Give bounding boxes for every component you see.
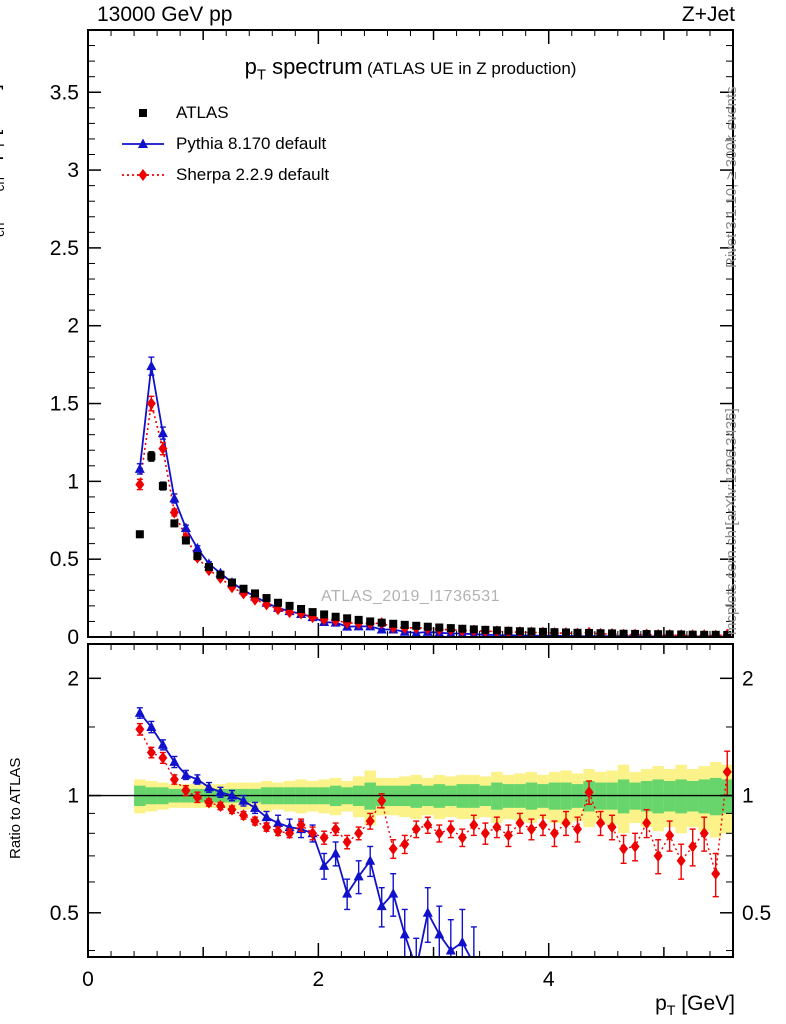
legend-item-atlas: ATLAS [120, 103, 329, 123]
title-symbol-sub: T [256, 66, 266, 84]
plot-title-note: (ATLAS UE in Z production) [367, 59, 577, 78]
main-y-axis-label: 1/Nch dNch/dpT [GeV] [0, 84, 12, 268]
svg-text:3.5: 3.5 [50, 81, 79, 104]
svg-text:0.5: 0.5 [50, 548, 79, 571]
analysis-id-watermark: ATLAS_2019_I1736531 [320, 588, 501, 605]
ylabel-part: T [0, 141, 7, 149]
ylabel-part: dN [0, 191, 4, 217]
pythia-ratio-line [139, 712, 472, 957]
ylabel-part: 1/N [0, 236, 4, 268]
svg-text:2: 2 [67, 315, 79, 338]
ylabel-part: /dp [0, 149, 4, 178]
sherpa-ratio-line [139, 728, 728, 874]
ylabel-part: ch [0, 177, 7, 192]
sherpa-line [139, 403, 728, 637]
ratio-series [134, 707, 732, 957]
svg-text:1: 1 [742, 785, 754, 808]
legend-label-pythia: Pythia 8.170 default [176, 134, 327, 153]
mcplots-arxiv-label: mcplots.cern.ch [arXiv:1306.3436] [723, 408, 740, 635]
beam-energy-label: 13000 GeV pp [97, 3, 233, 26]
pythia-marker-icon [120, 136, 166, 152]
svg-text:4: 4 [543, 968, 555, 991]
title-symbol: p [244, 54, 257, 79]
svg-text:0.5: 0.5 [50, 902, 79, 925]
title-text: spectrum [265, 54, 363, 79]
pythia-marker-icon [122, 138, 164, 148]
main-series [134, 356, 732, 637]
axis-ticks [87, 29, 734, 957]
svg-text:2: 2 [742, 667, 754, 690]
ylabel-part: [GeV] [0, 84, 4, 136]
xlabel-symbol: p [655, 992, 667, 1015]
plot-title: pT spectrum (ATLAS UE in Z production) [88, 54, 733, 83]
sherpa-marker-icon [122, 169, 164, 181]
legend-label-sherpa: Sherpa 2.2.9 default [176, 165, 330, 184]
svg-text:1: 1 [67, 785, 79, 808]
svg-text:0: 0 [82, 968, 94, 991]
legend-item-pythia: Pythia 8.170 default [120, 134, 329, 154]
ylabel-part: ch [0, 222, 7, 237]
atlas-marker-icon [139, 109, 147, 117]
ratio-y-axis-label: Ratio to ATLAS [7, 757, 24, 859]
process-label: Z+Jet [681, 3, 735, 26]
svg-text:1.5: 1.5 [50, 393, 79, 416]
svg-text:0: 0 [67, 626, 79, 649]
legend: ATLAS Pythia 8.170 default Sherpa 2.2.9 … [120, 103, 329, 196]
axis-tick-labels: 0 0.5 1 1.5 2 2.5 3 3.5 0.5 0.5 1 1 2 2 0 2 4 [50, 81, 771, 991]
svg-text:0.5: 0.5 [742, 902, 771, 925]
sherpa-marker-icon [120, 167, 166, 183]
xlabel-symbol-sub: T [666, 1003, 676, 1020]
legend-label-atlas: ATLAS [176, 103, 229, 122]
svg-text:2: 2 [67, 667, 79, 690]
svg-text:3: 3 [67, 159, 79, 182]
xlabel-unit: [GeV] [675, 992, 735, 1015]
svg-text:1: 1 [67, 470, 79, 493]
svg-text:2.5: 2.5 [50, 237, 79, 260]
x-axis-label: pT [GeV] [655, 992, 735, 1019]
plot-title-main: pT spectrum [244, 54, 363, 83]
atlas-marker-icon [120, 105, 166, 121]
rivet-version-label: Rivet 3.1.10, ≥ 300k events [723, 86, 740, 268]
svg-text:2: 2 [313, 968, 325, 991]
legend-item-sherpa: Sherpa 2.2.9 default [120, 165, 329, 185]
